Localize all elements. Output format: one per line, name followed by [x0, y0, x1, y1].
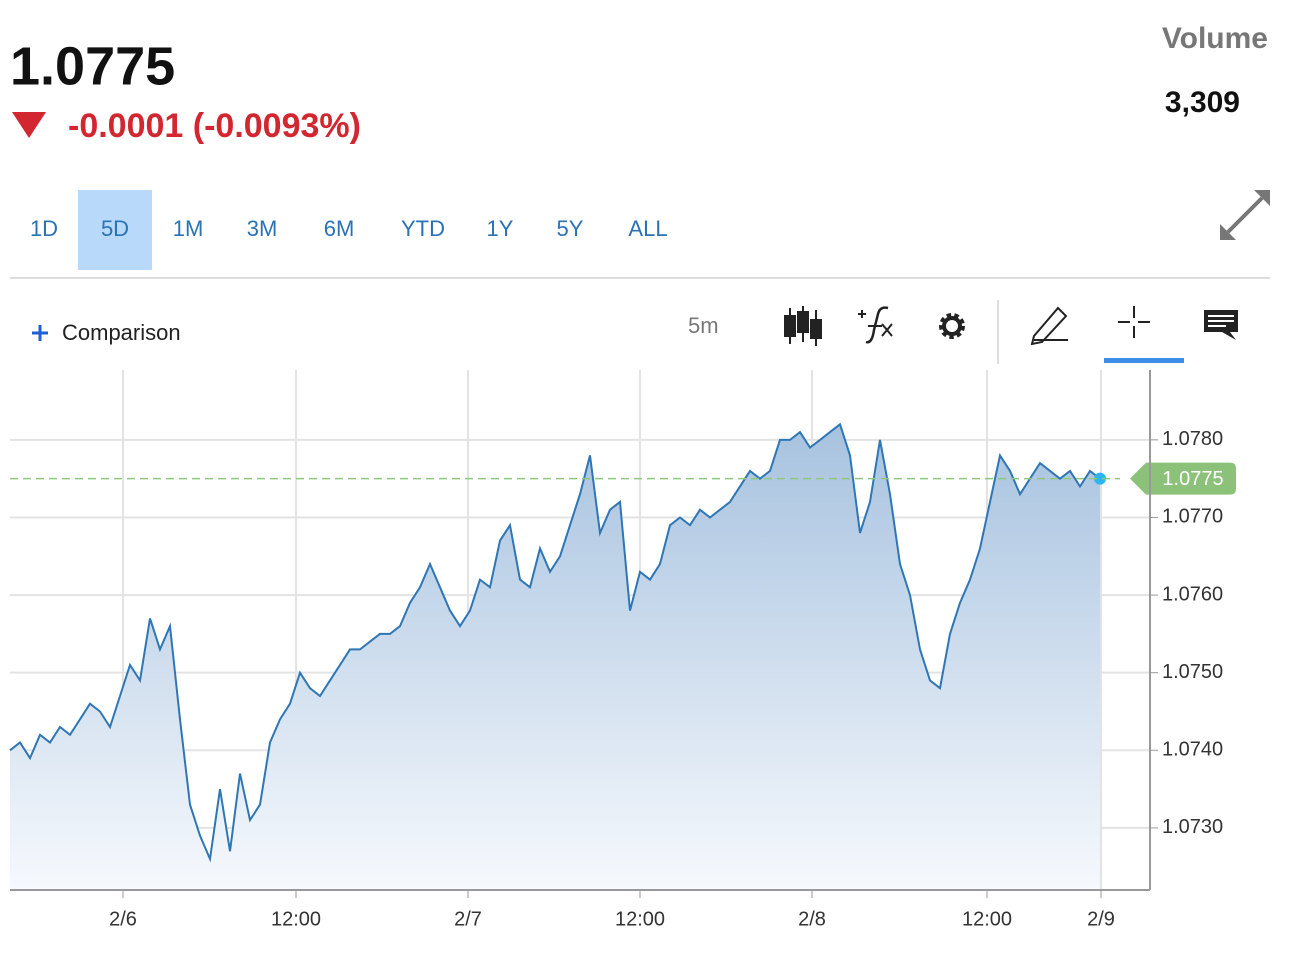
range-button[interactable]: ALL	[628, 216, 667, 241]
range-button[interactable]: 1D	[30, 216, 58, 241]
y-tick-label: 1.0770	[1162, 506, 1223, 528]
range-button[interactable]: 6M	[324, 216, 355, 241]
price: 1.0775	[10, 36, 175, 96]
chart: 2/6 12:00 2/7 12:00 2/8 12:00 2/9 1.0730 1.0740 1…	[9, 370, 1236, 930]
range-button[interactable]: 5Y	[557, 216, 584, 241]
indicator-icon[interactable]	[858, 306, 893, 344]
x-tick-label: 12:00	[615, 908, 665, 930]
price-line	[9, 422, 1101, 863]
y-tick-label: 1.0750	[1162, 661, 1223, 683]
y-tick-label: 1.0730	[1162, 816, 1223, 838]
y-tick-label: 1.0780	[1162, 428, 1223, 450]
crosshair-icon[interactable]	[1118, 306, 1150, 338]
volume-label: Volume	[1162, 22, 1268, 55]
last-point	[1094, 472, 1106, 485]
x-tick-label: 12:00	[271, 908, 321, 930]
range-bar: 1D 5D 1M 3M 6M YTD 1Y 5Y ALL	[30, 190, 668, 270]
last-price-badge	[1130, 462, 1236, 495]
x-tick-label: 2/7	[454, 908, 482, 930]
volume: 3,309	[1165, 86, 1240, 119]
range-button[interactable]: 5D	[101, 216, 129, 241]
range-button[interactable]: 1M	[173, 216, 204, 241]
active-tool-underline	[1104, 358, 1184, 363]
down-arrow	[12, 112, 46, 138]
range-button[interactable]: 3M	[247, 216, 278, 241]
comparison-label: Comparison	[62, 320, 181, 345]
x-tick-label: 2/8	[798, 908, 826, 930]
range-button[interactable]: 1Y	[487, 216, 514, 241]
last-price-label: 1.0775	[1162, 468, 1223, 490]
y-tick-label: 1.0740	[1162, 739, 1223, 761]
expand-icon[interactable]	[1220, 190, 1270, 240]
change: -0.0001 (-0.0093%)	[68, 107, 361, 145]
x-tick-label: 2/6	[109, 908, 137, 930]
x-tick-label: 2/9	[1087, 908, 1115, 930]
interval[interactable]: 5m	[688, 313, 719, 338]
area-fill	[10, 424, 1100, 890]
y-tick-label: 1.0760	[1162, 583, 1223, 605]
draw-icon[interactable]	[1030, 306, 1068, 346]
candles-icon[interactable]	[784, 306, 822, 346]
range-button[interactable]: YTD	[401, 216, 445, 241]
x-tick-label: 12:00	[962, 908, 1012, 930]
settings-icon[interactable]	[939, 313, 965, 339]
notes-icon[interactable]	[1204, 310, 1238, 340]
range-selected-bg	[78, 190, 152, 270]
comparison-button[interactable]: Comparison	[32, 320, 181, 345]
